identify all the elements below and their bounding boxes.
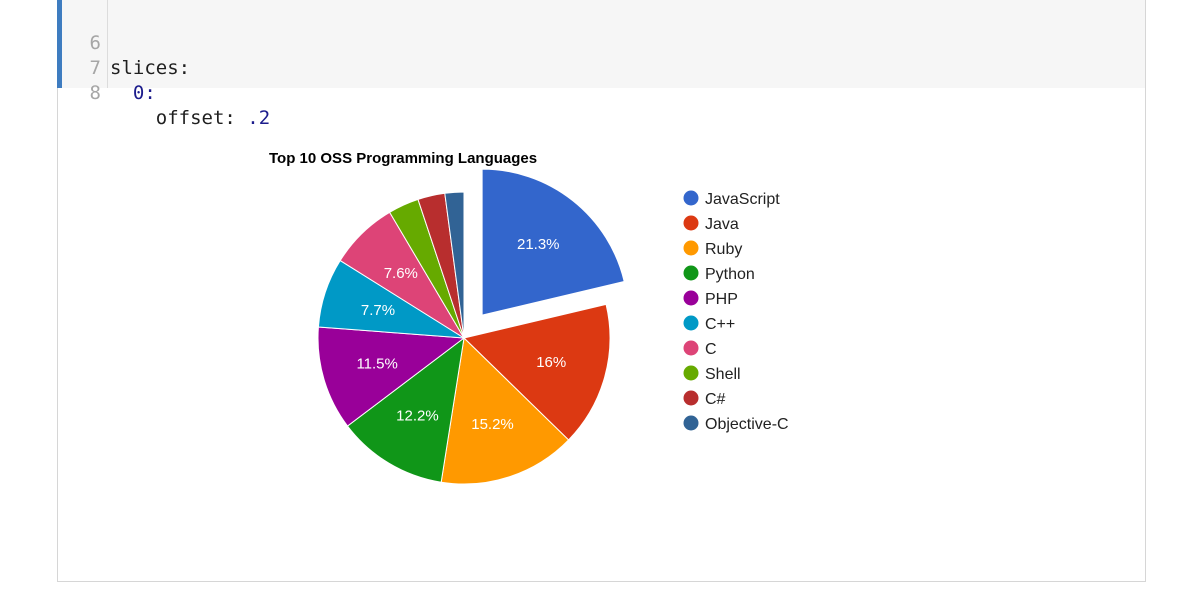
legend-label[interactable]: Ruby bbox=[705, 241, 742, 258]
line-number: 8 bbox=[89, 82, 101, 104]
line-number: 7 bbox=[89, 57, 101, 79]
pie-slice-php[interactable] bbox=[317, 326, 466, 427]
legend-marker bbox=[683, 340, 699, 356]
code-line: 7 0: bbox=[62, 31, 156, 104]
legend-label[interactable]: JavaScript bbox=[705, 191, 780, 208]
chart-legend: JavaScript Java Ruby Python PHP C++ C Shell C# Ob… bbox=[683, 190, 789, 433]
pie-slices bbox=[317, 168, 625, 485]
legend-marker bbox=[683, 240, 699, 256]
slice-data-label: 21.3% bbox=[517, 236, 560, 253]
line-number: 6 bbox=[89, 32, 101, 54]
slice-data-label: 15.2% bbox=[471, 416, 514, 433]
pie-slice-ruby[interactable] bbox=[440, 336, 570, 485]
pie-slice-python[interactable] bbox=[346, 336, 465, 483]
code-text: slices: bbox=[110, 57, 191, 79]
legend-marker bbox=[683, 415, 699, 431]
pie-slice-objective-c[interactable] bbox=[444, 191, 465, 339]
legend-label[interactable]: C++ bbox=[705, 316, 735, 333]
code-key: offset: bbox=[110, 107, 248, 129]
legend-label[interactable]: PHP bbox=[705, 291, 738, 308]
legend-label[interactable]: Java bbox=[705, 216, 739, 233]
slice-data-label: 12.2% bbox=[396, 408, 439, 425]
legend-marker bbox=[683, 190, 699, 206]
chart-output-panel bbox=[57, 0, 1146, 582]
slice-data-label: 7.7% bbox=[361, 302, 395, 319]
slice-data-label: 11.5% bbox=[356, 356, 397, 373]
legend-label[interactable]: Objective-C bbox=[705, 416, 789, 433]
pie-data-labels: 21.3% 16% 15.2% 12.2% 11.5% 7.7% 7.6% bbox=[356, 236, 566, 433]
code-line: 8 offset: .2 bbox=[62, 56, 271, 129]
pie-slice-javascript[interactable] bbox=[481, 168, 625, 316]
chart-title: Top 10 OSS Programming Languages bbox=[269, 150, 537, 167]
legend-label[interactable]: Shell bbox=[705, 366, 741, 383]
code-line: 6 slices: bbox=[62, 6, 191, 79]
code-editor[interactable]: 6 slices: 7 0: 8 offset: .2 bbox=[57, 0, 1145, 129]
legend-label[interactable]: C bbox=[705, 341, 717, 358]
legend-marker bbox=[683, 315, 699, 331]
slice-data-label: 7.6% bbox=[384, 265, 418, 282]
code-value: .2 bbox=[247, 107, 271, 129]
legend-marker bbox=[683, 265, 699, 281]
legend-marker bbox=[683, 215, 699, 231]
slice-data-label: 16% bbox=[536, 354, 566, 371]
legend-marker bbox=[683, 365, 699, 381]
legend-marker bbox=[683, 390, 699, 406]
gutter-divider bbox=[107, 0, 108, 88]
code-value: 0: bbox=[132, 82, 156, 104]
legend-marker bbox=[683, 290, 699, 306]
pie-slice-java[interactable] bbox=[462, 303, 611, 441]
legend-label[interactable]: C# bbox=[705, 391, 726, 408]
legend-label[interactable]: Python bbox=[705, 266, 755, 283]
